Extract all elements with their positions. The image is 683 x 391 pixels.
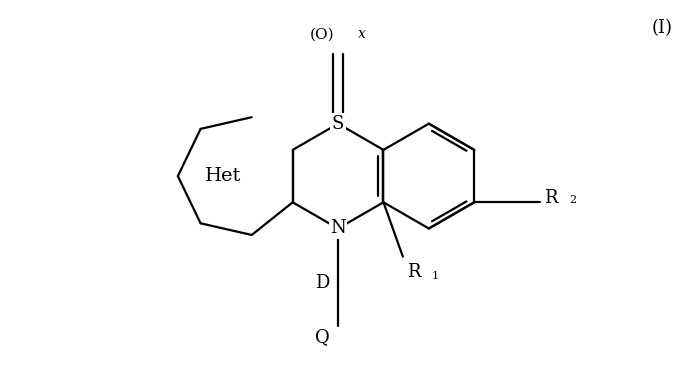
Text: S: S bbox=[332, 115, 344, 133]
Text: N: N bbox=[330, 219, 346, 237]
Text: 2: 2 bbox=[570, 196, 576, 205]
Text: (I): (I) bbox=[652, 20, 672, 38]
Text: R: R bbox=[544, 189, 557, 207]
Text: x: x bbox=[357, 27, 365, 41]
Text: 1: 1 bbox=[432, 271, 439, 281]
Text: Q: Q bbox=[315, 328, 330, 346]
Text: D: D bbox=[316, 274, 330, 292]
Text: Het: Het bbox=[204, 167, 241, 185]
Text: (O): (O) bbox=[309, 27, 334, 41]
Text: R: R bbox=[407, 263, 420, 281]
